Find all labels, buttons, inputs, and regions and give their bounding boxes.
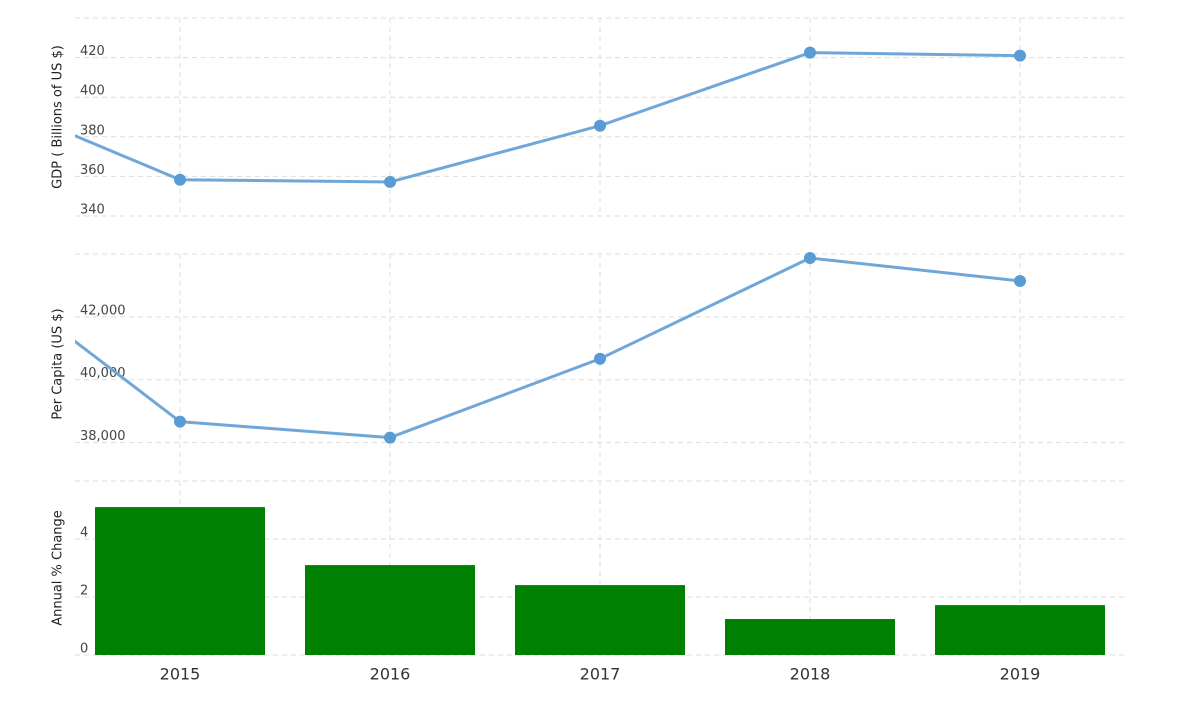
point (594, 119, 606, 132)
bar (95, 507, 265, 655)
y-tick-label: 340 (80, 203, 105, 218)
y-tick-label: 400 (80, 84, 105, 99)
line (75, 51, 1021, 184)
point (174, 173, 186, 186)
y-tick-label: 2 (80, 584, 88, 599)
point (594, 352, 606, 365)
point (804, 46, 816, 59)
point (1014, 49, 1026, 62)
line-series (75, 46, 1026, 188)
bar (725, 619, 895, 655)
point (384, 175, 396, 188)
bar (515, 585, 685, 655)
y-axis-label: Per Capita (US $) (51, 308, 66, 419)
x-tick-label: 2017 (580, 665, 621, 684)
line-series (75, 251, 1026, 444)
x-tick-label: 2019 (1000, 665, 1041, 684)
point (174, 415, 186, 428)
y-tick-label: 380 (80, 123, 105, 138)
y-axis-label: Annual % Change (51, 510, 66, 626)
y-tick-label: 42,000 (80, 303, 126, 318)
y-tick-label: 0 (80, 642, 88, 657)
x-tick-label: 2015 (160, 665, 201, 684)
bar (305, 565, 475, 655)
y-tick-label: 4 (80, 526, 88, 541)
bar (935, 605, 1105, 655)
point (384, 431, 396, 444)
y-tick-label: 420 (80, 44, 105, 59)
x-tick-label: 2018 (790, 665, 831, 684)
point (804, 251, 816, 264)
y-tick-label: 38,000 (80, 429, 126, 444)
point (1014, 274, 1026, 287)
x-tick-label: 2016 (370, 665, 411, 684)
y-tick-label: 360 (80, 163, 105, 178)
line (75, 256, 1021, 440)
y-axis-label: GDP ( Billions of US $) (51, 45, 66, 189)
